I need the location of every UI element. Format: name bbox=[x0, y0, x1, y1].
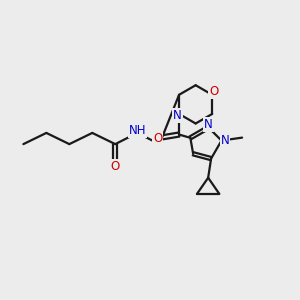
Text: O: O bbox=[111, 160, 120, 173]
Text: O: O bbox=[209, 85, 218, 98]
Text: O: O bbox=[153, 133, 163, 146]
Text: N: N bbox=[204, 118, 213, 131]
Text: N: N bbox=[221, 134, 230, 147]
Text: NH: NH bbox=[129, 124, 146, 137]
Text: N: N bbox=[173, 109, 182, 122]
